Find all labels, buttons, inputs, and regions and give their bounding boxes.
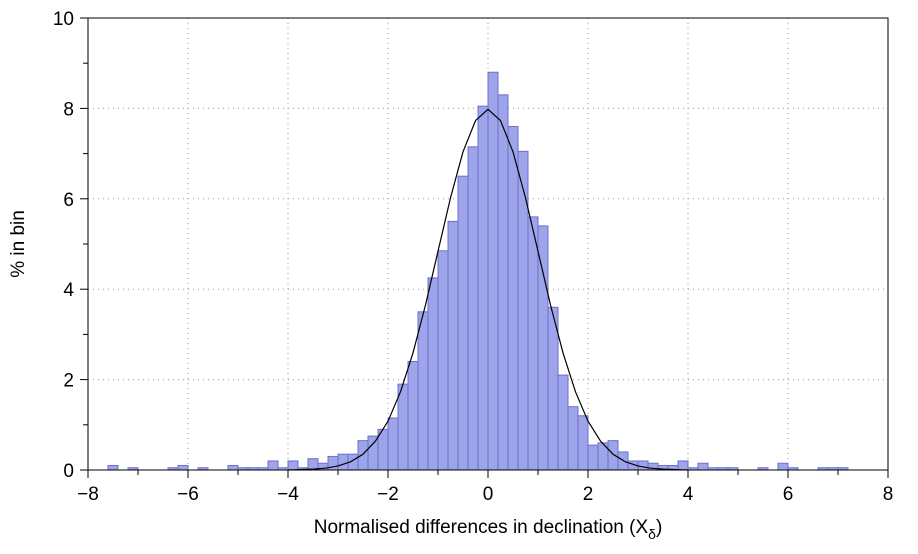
x-tick-label: 8 [883,484,894,505]
y-tick-label: 10 [53,9,74,30]
bar [227,464,239,471]
bar [567,406,579,471]
y-tick-label: 0 [63,461,74,482]
bar [407,361,419,471]
bar [637,460,649,471]
x-tick-label: −2 [377,484,399,505]
bar [267,460,279,471]
bar [447,220,459,471]
bar [527,216,539,471]
x-tick-label: 2 [583,484,594,505]
bar [587,444,599,471]
bar [107,464,119,471]
bar [467,146,479,471]
bar [487,71,499,471]
bar [397,383,409,471]
bar [677,460,689,471]
bar [367,435,379,471]
bar [537,225,549,471]
bar [577,415,589,471]
bar [697,462,709,471]
bar [387,417,399,471]
x-label-text: Normalised differences in declination (X [314,517,649,538]
x-label-close: ) [656,517,662,538]
bar [477,105,489,471]
bar [427,277,439,471]
x-tick-label: 4 [683,484,694,505]
bar [177,464,189,471]
x-tick-label: −6 [177,484,199,505]
x-tick-label: 0 [483,484,494,505]
y-tick-label: 6 [63,190,74,211]
bar [437,250,449,471]
bar [557,374,569,471]
bar [507,125,519,471]
bar [777,462,789,471]
x-tick-label: −4 [277,484,299,505]
gaussian-curve [287,108,689,471]
bar [357,440,369,471]
bar [497,94,509,471]
bar [337,453,349,471]
x-axis-label: Normalised differences in declination (X… [314,517,663,542]
x-label-subscript: δ [648,526,656,542]
bar [607,440,619,471]
bar [457,175,469,471]
y-axis-label: % in bin [8,210,29,278]
bar [547,306,559,471]
y-tick-label: 2 [63,371,74,392]
y-tick-label: 4 [63,280,74,301]
bar [417,311,429,471]
x-tick-label: −8 [77,484,99,505]
x-tick-label: 6 [783,484,794,505]
bar [517,150,529,471]
y-tick-label: 8 [63,99,74,120]
bar [287,460,299,471]
